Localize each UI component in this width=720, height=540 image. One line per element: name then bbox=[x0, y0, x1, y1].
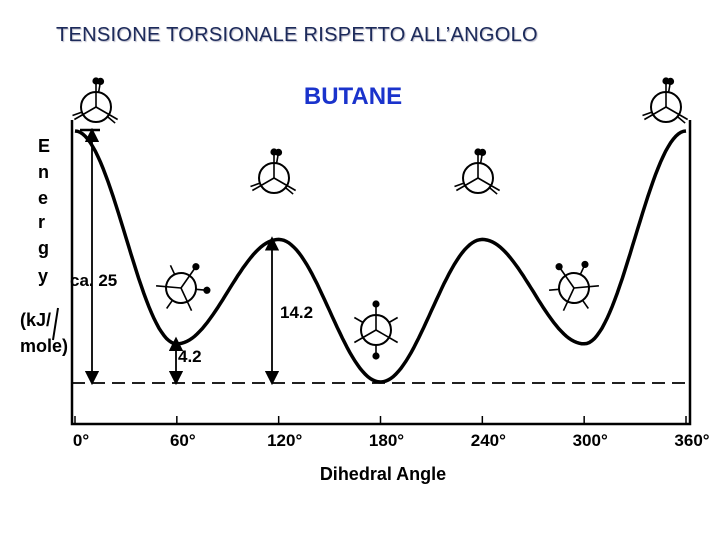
newman-gauche-icon bbox=[549, 260, 599, 311]
y-label-part: y bbox=[38, 266, 48, 286]
x-tick-label: 360° bbox=[674, 431, 709, 450]
y-label-part: g bbox=[38, 238, 49, 258]
newman-eclipsed-icon bbox=[250, 148, 297, 195]
y-label-part: (kJ/ bbox=[20, 310, 51, 330]
chart-title: BUTANE bbox=[304, 83, 402, 110]
x-tick-label: 180° bbox=[369, 431, 404, 450]
annotation-label: 14.2 bbox=[280, 303, 313, 322]
x-tick-label: 0° bbox=[73, 431, 89, 450]
plot-border bbox=[70, 120, 692, 426]
annotation-label: 4.2 bbox=[178, 347, 202, 366]
y-label-slash bbox=[52, 307, 59, 341]
x-tick-label: 300° bbox=[573, 431, 608, 450]
energy-curve bbox=[74, 129, 687, 384]
y-label-part: mole) bbox=[20, 336, 68, 356]
x-tick-label: 120° bbox=[267, 431, 302, 450]
plot-frame bbox=[70, 120, 692, 426]
newman-gauche-icon bbox=[156, 263, 211, 311]
annotation-label: ca. 25 bbox=[70, 271, 117, 290]
slide-title: TENSIONE TORSIONALE RISPETTO ALL’ANGOLO bbox=[56, 24, 538, 46]
x-tick-label: 240° bbox=[471, 431, 506, 450]
x-axis-label: Dihedral Angle bbox=[320, 464, 446, 484]
y-label-part: n bbox=[38, 162, 49, 182]
newman-eclipsed-icon bbox=[72, 77, 119, 124]
y-label-part: r bbox=[38, 212, 45, 232]
newman-eclipsed-icon bbox=[454, 148, 501, 195]
x-tick-label: 60° bbox=[170, 431, 196, 450]
newman-eclipsed-icon bbox=[642, 77, 689, 124]
y-label-part: E bbox=[38, 136, 50, 156]
conformation-icons bbox=[72, 77, 689, 360]
x-axis-ticks: 0° 60° 120° 180° 240° 300° 360° bbox=[73, 416, 710, 450]
y-label-part: e bbox=[38, 188, 48, 208]
energy-annotations: ca. 25 4.2 14.2 bbox=[70, 127, 313, 386]
newman-anti-icon bbox=[353, 300, 399, 360]
